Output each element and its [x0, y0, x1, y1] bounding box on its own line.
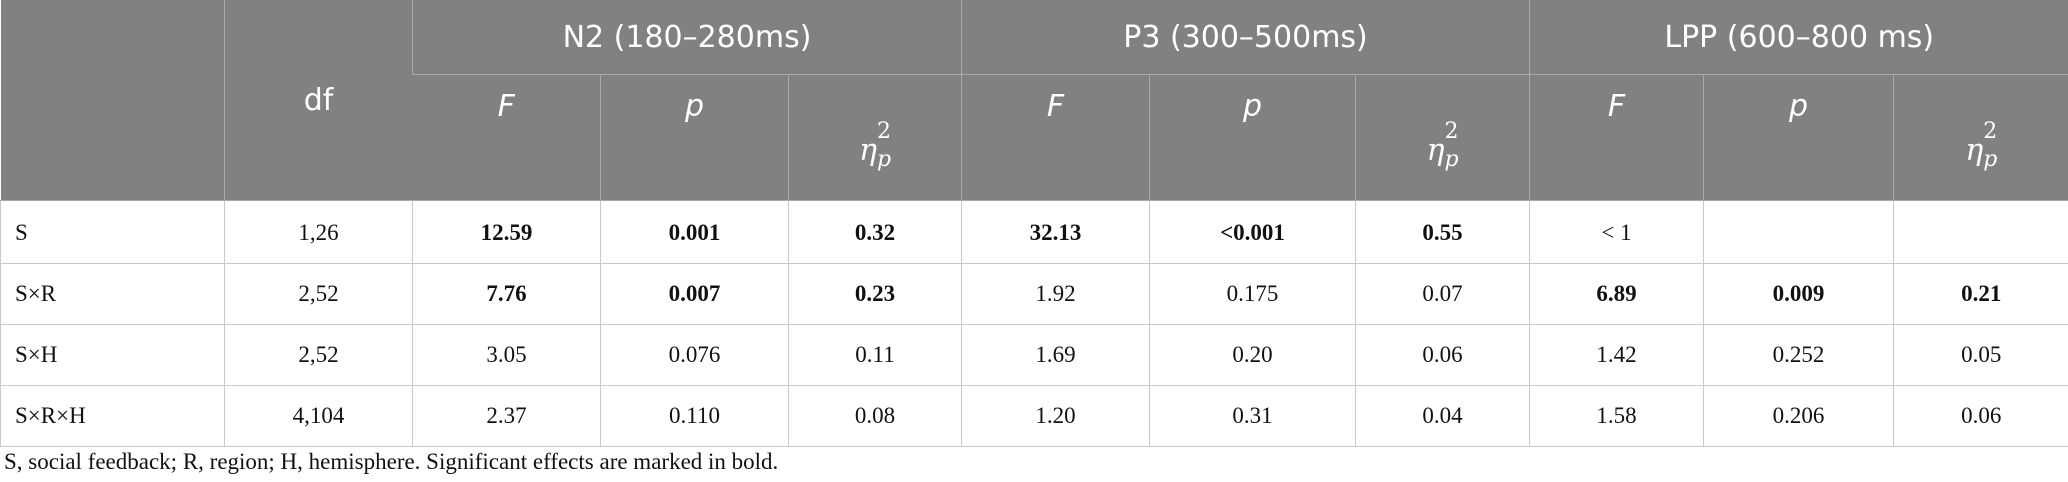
table-cell	[1892, 200, 2068, 264]
table-cell: 1.58	[1529, 385, 1704, 447]
table-cell: 0.21	[1892, 263, 2068, 325]
eta-sup: 2	[1983, 119, 1998, 144]
table-cell: S×R×H	[0, 385, 225, 447]
table-cell: 1.92	[961, 263, 1150, 325]
stat-label: F	[1046, 89, 1065, 124]
table-cell: 0.08	[788, 385, 962, 447]
table-cell: 0.31	[1149, 385, 1356, 447]
subheader-cell: p	[1703, 74, 1894, 201]
table-cell: 0.076	[600, 324, 789, 386]
subheader-cell: p	[600, 74, 789, 201]
table-cell: < 1	[1529, 200, 1704, 264]
results-table: df N2 (180–280ms) P3 (300–500ms) LPP (600–8…	[0, 0, 2068, 447]
stat-label: F	[497, 89, 515, 124]
table-cell: 4,104	[224, 385, 413, 447]
header-cell: df	[224, 0, 413, 201]
table-cell: S	[0, 200, 225, 264]
subheader-cell: F	[412, 74, 601, 201]
table-row: S×R×H 4,104 2.37 0.110 0.08 1.20 0.31 0.04 1.58 0…	[0, 385, 2068, 447]
eta-symbol: η	[858, 133, 877, 168]
eta-sub: p	[1444, 147, 1459, 172]
table-cell: 0.06	[1355, 324, 1530, 386]
table-cell: 0.05	[1892, 324, 2068, 386]
eta-sub: p	[1983, 147, 1998, 172]
table-row: S×R 2,52 7.76 0.007 0.23 1.92 0.175 0.07 6.89 0.0…	[0, 263, 2068, 325]
eta-symbol: η	[1965, 133, 1984, 168]
table-cell: 2,52	[224, 263, 413, 325]
table-cell: <0.001	[1149, 200, 1356, 264]
table-cell: 0.55	[1355, 200, 1530, 264]
table-cell: 1,26	[224, 200, 413, 264]
table-cell: 0.252	[1703, 324, 1894, 386]
table-cell: 3.05	[412, 324, 601, 386]
stat-label: p	[1242, 89, 1263, 124]
eta-sup: 2	[876, 119, 891, 144]
table-cell: 0.206	[1703, 385, 1894, 447]
table-cell: 6.89	[1529, 263, 1704, 325]
table-cell: 0.009	[1703, 263, 1894, 325]
stat-label: p	[684, 89, 705, 124]
table-cell: 0.20	[1149, 324, 1356, 386]
table-cell: S×R	[0, 263, 225, 325]
footnote: S, social feedback; R, region; H, hemisp…	[4, 449, 779, 474]
table-cell: 7.76	[412, 263, 601, 325]
eta-sup: 2	[1444, 119, 1459, 144]
table-cell: 0.06	[1892, 385, 2068, 447]
table-cell: 0.04	[1355, 385, 1530, 447]
table-cell: 2.37	[412, 385, 601, 447]
subheader-cell: p	[1149, 74, 1356, 201]
header-cell: N2 (180–280ms)	[412, 0, 962, 75]
subheader-cell: F	[1529, 74, 1704, 201]
table-cell: 2,52	[224, 324, 413, 386]
table-cell: 0.32	[788, 200, 962, 264]
table-cell: 0.001	[600, 200, 789, 264]
table-cell: 1.42	[1529, 324, 1704, 386]
table-cell: 0.110	[600, 385, 789, 447]
table-row: S×H 2,52 3.05 0.076 0.11 1.69 0.20 0.06 1.42 0.25…	[0, 324, 2068, 386]
table-cell: 12.59	[412, 200, 601, 264]
table-row: S 1,26 12.59 0.001 0.32 32.13 <0.001 0.55 < 1	[0, 200, 2068, 264]
header-cell: LPP (600–800 ms)	[1528, 0, 2068, 75]
header-cell: P3 (300–500ms)	[961, 0, 1530, 75]
subheader-cell: F	[961, 74, 1150, 201]
eta-symbol: η	[1426, 133, 1445, 168]
table-cell: 1.20	[961, 385, 1150, 447]
table-cell: 32.13	[961, 200, 1150, 264]
table-cell	[1703, 200, 1894, 264]
stat-label: p	[1788, 89, 1809, 124]
table-cell: 1.69	[961, 324, 1150, 386]
header-cell	[0, 0, 225, 201]
header-row: df N2 (180–280ms) P3 (300–500ms) LPP (600–8…	[0, 0, 2068, 201]
table-cell: 0.07	[1355, 263, 1530, 325]
stat-label: F	[1607, 89, 1626, 124]
eta-sub: p	[876, 147, 892, 172]
table-cell: 0.11	[788, 324, 962, 386]
table-cell: 0.175	[1149, 263, 1356, 325]
table-cell: 0.007	[600, 263, 789, 325]
table-cell: S×H	[0, 324, 225, 386]
table-cell: 0.23	[788, 263, 962, 325]
